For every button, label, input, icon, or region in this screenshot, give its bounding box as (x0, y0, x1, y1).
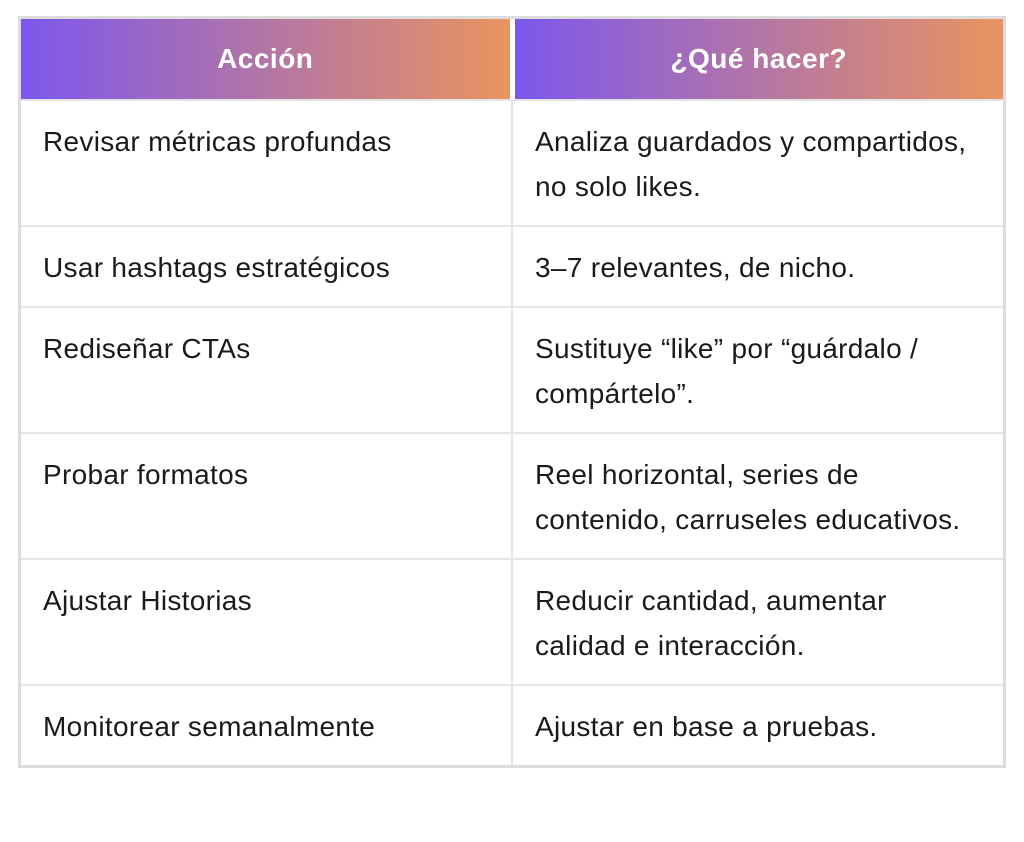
accion-cell: Usar hashtags estratégicos (21, 227, 513, 306)
table-row: Revisar métricas profundas Analiza guard… (21, 101, 1003, 227)
accion-cell: Probar formatos (21, 434, 513, 558)
accion-cell: Revisar métricas profundas (21, 101, 513, 225)
comparison-table: Acción ¿Qué hacer? Revisar métricas prof… (18, 16, 1006, 768)
table-row: Usar hashtags estratégicos 3–7 relevante… (21, 227, 1003, 308)
table-row: Rediseñar CTAs Sustituye “like” por “guá… (21, 308, 1003, 434)
accion-cell: Ajustar Historias (21, 560, 513, 684)
table-header-row: Acción ¿Qué hacer? (21, 19, 1003, 101)
column-header-accion: Acción (21, 19, 510, 99)
table-row: Monitorear semanalmente Ajustar en base … (21, 686, 1003, 765)
que-hacer-cell: Reducir cantidad, aumentar calidad e int… (513, 560, 1003, 684)
que-hacer-cell: Sustituye “like” por “guárdalo / compárt… (513, 308, 1003, 432)
que-hacer-cell: Reel horizontal, series de contenido, ca… (513, 434, 1003, 558)
table-row: Ajustar Historias Reducir cantidad, aume… (21, 560, 1003, 686)
accion-cell: Monitorear semanalmente (21, 686, 513, 765)
que-hacer-cell: Analiza guardados y compartidos, no solo… (513, 101, 1003, 225)
table-row: Probar formatos Reel horizontal, series … (21, 434, 1003, 560)
accion-cell: Rediseñar CTAs (21, 308, 513, 432)
column-header-que-hacer: ¿Qué hacer? (514, 19, 1003, 99)
que-hacer-cell: 3–7 relevantes, de nicho. (513, 227, 1003, 306)
que-hacer-cell: Ajustar en base a pruebas. (513, 686, 1003, 765)
table-body: Revisar métricas profundas Analiza guard… (21, 101, 1003, 765)
